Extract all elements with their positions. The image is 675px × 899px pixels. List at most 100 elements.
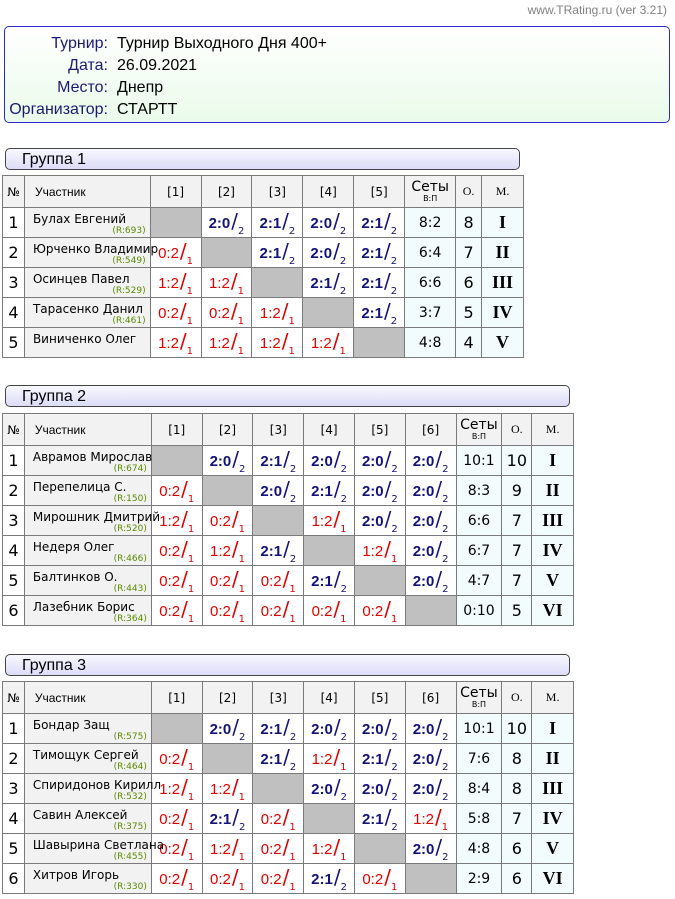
match-loss[interactable]: 0:2/1: [252, 863, 305, 894]
player-cell[interactable]: Бондар Защ (R:575): [23, 713, 152, 744]
player-name[interactable]: Тимощук Сергей: [32, 748, 139, 762]
match-win[interactable]: 2:0/2: [404, 743, 457, 774]
match-win[interactable]: 2:1/2: [303, 475, 355, 506]
match-loss[interactable]: 0:2/1: [252, 833, 305, 864]
match-win[interactable]: 2:1/2: [252, 445, 305, 476]
site-version-link[interactable]: www.TRating.ru (ver 3.21): [527, 3, 667, 17]
player-cell[interactable]: Булах Евгений (R:693): [23, 207, 151, 238]
match-win[interactable]: 2:0/2: [353, 505, 406, 536]
match-win[interactable]: 2:0/2: [404, 713, 457, 744]
match-loss[interactable]: 0:2/1: [201, 565, 254, 596]
match-loss[interactable]: 0:2/1: [201, 863, 254, 894]
player-name[interactable]: Лазебник Борис: [32, 600, 135, 614]
match-loss[interactable]: 1:2/1: [149, 327, 202, 358]
match-win[interactable]: 2:1/2: [252, 743, 305, 774]
player-cell[interactable]: Балтинков О. (R:443): [23, 565, 152, 596]
player-cell[interactable]: Аврамов Мирослав (R:674): [23, 445, 153, 476]
player-cell[interactable]: Спиридонов Кирилл (R:532): [23, 773, 161, 804]
match-win[interactable]: 2:0/2: [404, 773, 457, 804]
match-win[interactable]: 2:0/2: [201, 445, 254, 476]
match-loss[interactable]: 1:2/1: [353, 535, 406, 566]
match-win[interactable]: 2:0/2: [201, 713, 254, 744]
match-loss[interactable]: 1:2/1: [303, 833, 355, 864]
player-name[interactable]: Хитров Игорь: [32, 868, 120, 882]
player-name[interactable]: Шавырина Светлана: [32, 838, 165, 852]
match-loss[interactable]: 0:2/1: [353, 595, 406, 626]
match-win[interactable]: 2:1/2: [251, 237, 304, 268]
match-win[interactable]: 2:0/2: [303, 445, 355, 476]
match-loss[interactable]: 0:2/1: [201, 595, 254, 626]
player-name[interactable]: Юрченко Владимир: [32, 242, 159, 256]
match-loss[interactable]: 0:2/1: [150, 565, 203, 596]
match-win[interactable]: 2:0/2: [404, 505, 457, 536]
match-win[interactable]: 2:1/2: [302, 267, 355, 298]
match-loss[interactable]: 1:2/1: [200, 267, 253, 298]
match-loss[interactable]: 0:2/1: [252, 803, 305, 834]
match-win[interactable]: 2:0/2: [200, 207, 253, 238]
player-cell[interactable]: Лазебник Борис (R:364): [23, 595, 152, 626]
player-cell[interactable]: Тарасенко Данил (R:461): [23, 297, 151, 328]
match-win[interactable]: 2:1/2: [201, 803, 254, 834]
match-win[interactable]: 2:1/2: [353, 297, 406, 328]
match-loss[interactable]: 0:2/1: [150, 863, 203, 894]
match-win[interactable]: 2:0/2: [353, 773, 406, 804]
match-loss[interactable]: 0:2/1: [252, 595, 305, 626]
player-name[interactable]: Бондар Защ: [32, 718, 110, 732]
match-loss[interactable]: 1:2/1: [302, 327, 355, 358]
match-loss[interactable]: 0:2/1: [353, 863, 406, 894]
player-cell[interactable]: Шавырина Светлана (R:455): [23, 833, 164, 864]
match-loss[interactable]: 1:2/1: [303, 505, 355, 536]
match-loss[interactable]: 1:2/1: [404, 803, 457, 834]
match-win[interactable]: 2:1/2: [353, 207, 406, 238]
match-win[interactable]: 2:0/2: [353, 713, 406, 744]
match-loss[interactable]: 1:2/1: [251, 297, 304, 328]
match-loss[interactable]: 1:2/1: [150, 773, 203, 804]
player-name[interactable]: Аврамов Мирослав: [32, 450, 153, 464]
player-name[interactable]: Булах Евгений: [32, 212, 127, 226]
match-loss[interactable]: 1:2/1: [200, 327, 253, 358]
match-win[interactable]: 2:1/2: [353, 237, 406, 268]
match-win[interactable]: 2:0/2: [303, 773, 355, 804]
match-win[interactable]: 2:0/2: [404, 445, 457, 476]
match-loss[interactable]: 0:2/1: [150, 595, 203, 626]
player-cell[interactable]: Хитров Игорь (R:330): [23, 863, 152, 894]
player-name[interactable]: Осинцев Павел: [32, 272, 130, 286]
match-win[interactable]: 2:1/2: [303, 565, 355, 596]
match-win[interactable]: 2:0/2: [404, 475, 457, 506]
match-loss[interactable]: 0:2/1: [149, 237, 202, 268]
match-loss[interactable]: 0:2/1: [150, 475, 203, 506]
match-loss[interactable]: 1:2/1: [201, 535, 254, 566]
match-win[interactable]: 2:1/2: [353, 267, 406, 298]
player-cell[interactable]: Мирошник Дмитрий (R:520): [23, 505, 160, 536]
player-name[interactable]: Виниченко Олег: [32, 332, 137, 346]
match-loss[interactable]: 1:2/1: [149, 267, 202, 298]
player-cell[interactable]: Перепелица С. (R:150): [23, 475, 152, 506]
match-loss[interactable]: 1:2/1: [201, 773, 254, 804]
player-name[interactable]: Спиридонов Кирилл: [32, 778, 162, 792]
player-name[interactable]: Мирошник Дмитрий: [32, 510, 161, 524]
match-loss[interactable]: 0:2/1: [252, 565, 305, 596]
match-loss[interactable]: 0:2/1: [200, 297, 253, 328]
match-win[interactable]: 2:0/2: [404, 565, 457, 596]
match-win[interactable]: 2:1/2: [252, 713, 305, 744]
player-cell[interactable]: Савин Алексей (R:375): [23, 803, 152, 834]
match-win[interactable]: 2:0/2: [303, 713, 355, 744]
match-win[interactable]: 2:0/2: [404, 833, 457, 864]
player-cell[interactable]: Юрченко Владимир (R:549): [23, 237, 158, 268]
match-win[interactable]: 2:0/2: [353, 475, 406, 506]
player-cell[interactable]: Виниченко Олег: [23, 327, 151, 358]
match-loss[interactable]: 1:2/1: [303, 743, 355, 774]
match-win[interactable]: 2:0/2: [252, 475, 305, 506]
match-win[interactable]: 2:1/2: [303, 863, 355, 894]
player-name[interactable]: Савин Алексей: [32, 808, 128, 822]
match-win[interactable]: 2:0/2: [404, 535, 457, 566]
match-loss[interactable]: 0:2/1: [149, 297, 202, 328]
match-win[interactable]: 2:1/2: [353, 743, 406, 774]
match-loss[interactable]: 0:2/1: [150, 803, 203, 834]
match-loss[interactable]: 1:2/1: [150, 505, 203, 536]
player-name[interactable]: Перепелица С.: [32, 480, 127, 494]
match-loss[interactable]: 1:2/1: [251, 327, 304, 358]
match-loss[interactable]: 0:2/1: [201, 505, 254, 536]
match-win[interactable]: 2:1/2: [251, 207, 304, 238]
player-cell[interactable]: Осинцев Павел (R:529): [23, 267, 151, 298]
